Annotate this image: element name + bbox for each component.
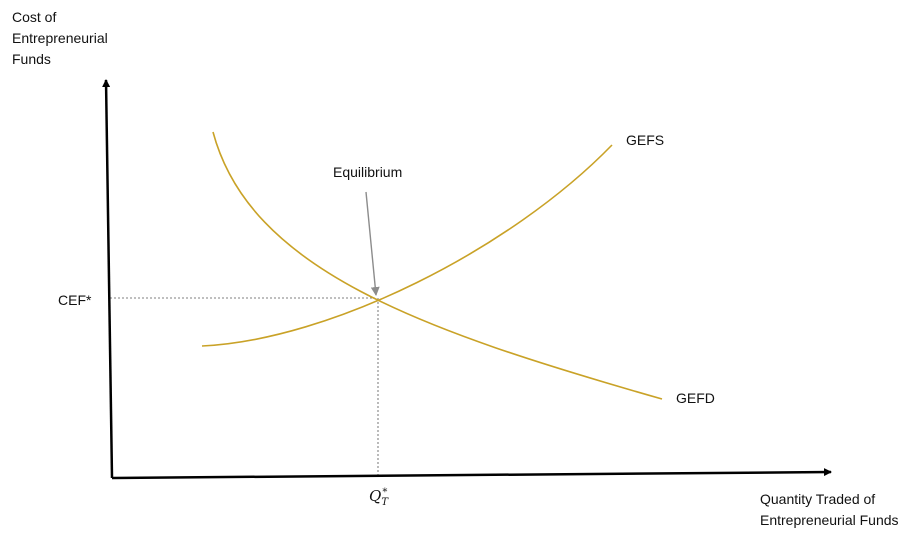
price-tick-label: CEF*	[58, 292, 92, 308]
supply-curve-gefs	[201, 144, 613, 347]
demand-curve-label: GEFD	[676, 390, 715, 406]
quantity-subscript: T	[381, 497, 388, 508]
y-axis	[102, 79, 114, 479]
equilibrium-pointer-arrow	[365, 191, 380, 296]
quantity-symbol: Q	[369, 487, 382, 505]
y-axis-label: Cost of Entrepreneurial Funds	[12, 9, 108, 67]
x-axis	[111, 468, 832, 480]
quantity-tick-label: Q*T	[369, 486, 393, 509]
demand-curve-gefd	[212, 131, 663, 400]
supply-curve-label: GEFS	[626, 132, 665, 148]
x-axis-label: Quantity Traded of Entrepreneurial Funds	[760, 491, 899, 528]
equilibrium-annotation: Equilibrium	[333, 164, 403, 180]
quantity-superscript: *	[382, 487, 388, 498]
